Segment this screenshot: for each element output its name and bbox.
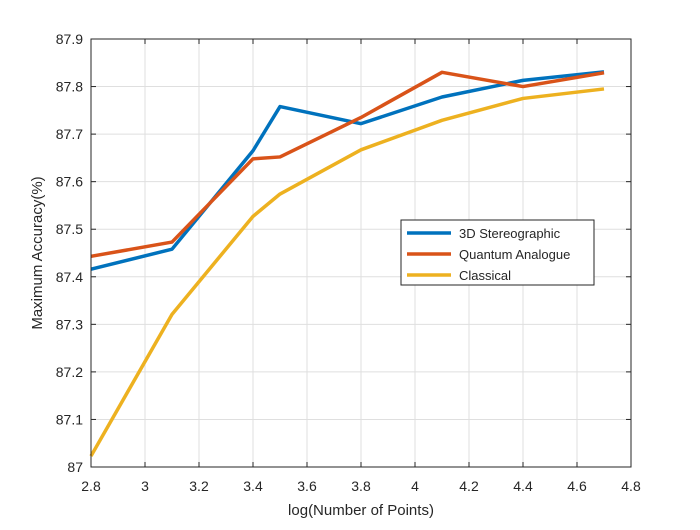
- x-tick-label: 4.8: [621, 478, 641, 494]
- y-tick-label: 87.4: [56, 269, 83, 285]
- axis-ticks: 2.8 3 3.2 3.4 3.6 3.8 4 4.2 4.4 4.6 4.8 87 87.1 87.2 8…: [56, 31, 641, 494]
- x-tick-label: 3.2: [189, 478, 209, 494]
- legend-label-1: Quantum Analogue: [459, 247, 570, 262]
- y-tick-label: 87: [67, 459, 83, 475]
- y-tick-label: 87.1: [56, 411, 83, 427]
- legend: 3D Stereographic Quantum Analogue Classica…: [400, 219, 595, 286]
- x-tick-label: 3.8: [351, 478, 371, 494]
- y-tick-label: 87.5: [56, 221, 83, 237]
- y-tick-label: 87.9: [56, 31, 83, 47]
- x-tick-label: 4.6: [567, 478, 587, 494]
- legend-label-2: Classical: [459, 268, 511, 283]
- series-line-2: [89, 87, 605, 457]
- x-tick-label: 3.4: [243, 478, 263, 494]
- series-line-1: [90, 70, 605, 259]
- y-tick-label: 87.8: [56, 79, 83, 95]
- series-lines: [89, 70, 605, 457]
- y-tick-label: 87.3: [56, 316, 83, 332]
- x-tick-label: 4: [411, 478, 419, 494]
- y-tick-label: 87.2: [56, 364, 83, 380]
- x-tick-label: 3.6: [297, 478, 317, 494]
- x-tick-label: 3: [141, 478, 149, 494]
- y-tick-label: 87.6: [56, 174, 83, 190]
- x-tick-label: 4.2: [459, 478, 479, 494]
- x-axis-label: log(Number of Points): [288, 502, 434, 519]
- x-tick-label: 2.8: [81, 478, 101, 494]
- legend-label-0: 3D Stereographic: [459, 226, 561, 241]
- y-tick-label: 87.7: [56, 126, 83, 142]
- y-axis-label: Maximum Accuracy(%): [29, 176, 46, 329]
- x-tick-label: 4.4: [513, 478, 533, 494]
